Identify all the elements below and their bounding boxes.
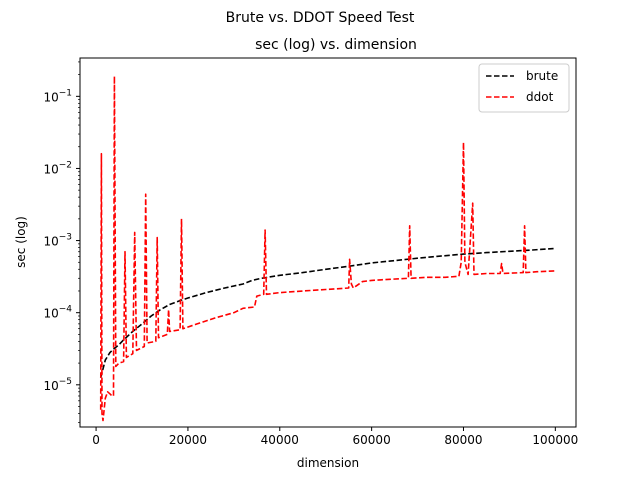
- y-tick-mantissa: 10: [43, 90, 58, 104]
- series-line-brute: [99, 247, 556, 379]
- figure-suptitle: Brute vs. DDOT Speed Test: [226, 10, 415, 26]
- y-tick-mantissa: 10: [43, 307, 58, 321]
- legend: brute ddot: [478, 63, 570, 113]
- legend-label-brute: brute: [526, 69, 558, 83]
- y-tick-exponent: −3: [59, 233, 72, 243]
- y-tick-label: 10−4: [43, 305, 72, 321]
- y-tick-mantissa: 10: [43, 379, 58, 393]
- x-tick-label: 80000: [444, 433, 482, 447]
- y-tick-label: 10−2: [43, 160, 72, 176]
- legend-label-ddot: ddot: [526, 90, 554, 104]
- x-tick-label: 20000: [169, 433, 207, 447]
- y-tick-mantissa: 10: [43, 162, 58, 176]
- x-tick-label: 0: [92, 433, 100, 447]
- plot-area: [79, 57, 577, 428]
- x-tick-label: 100000: [532, 433, 578, 447]
- x-axis-label: dimension: [297, 456, 359, 470]
- y-axis-label: sec (log): [14, 216, 28, 268]
- x-tick-label: 60000: [353, 433, 391, 447]
- plot-frame: [79, 57, 577, 428]
- x-tick-label: 40000: [261, 433, 299, 447]
- y-tick-label: 10−5: [43, 377, 72, 393]
- series-layer: [99, 75, 556, 422]
- y-tick-exponent: −2: [59, 160, 72, 170]
- y-tick-mantissa: 10: [43, 235, 58, 249]
- y-tick-exponent: −1: [59, 88, 72, 98]
- y-tick-exponent: −4: [59, 305, 73, 315]
- series-line-ddot: [99, 75, 556, 422]
- x-axis: 0 20000 40000 60000 80000 100000: [92, 427, 578, 447]
- chart-title: sec (log) vs. dimension: [255, 37, 417, 53]
- y-tick-label: 10−3: [43, 233, 72, 249]
- y-axis: 10−510−410−310−210−1: [43, 61, 80, 423]
- legend-box: [478, 63, 570, 113]
- y-tick-label: 10−1: [43, 88, 72, 104]
- y-tick-exponent: −5: [59, 377, 72, 387]
